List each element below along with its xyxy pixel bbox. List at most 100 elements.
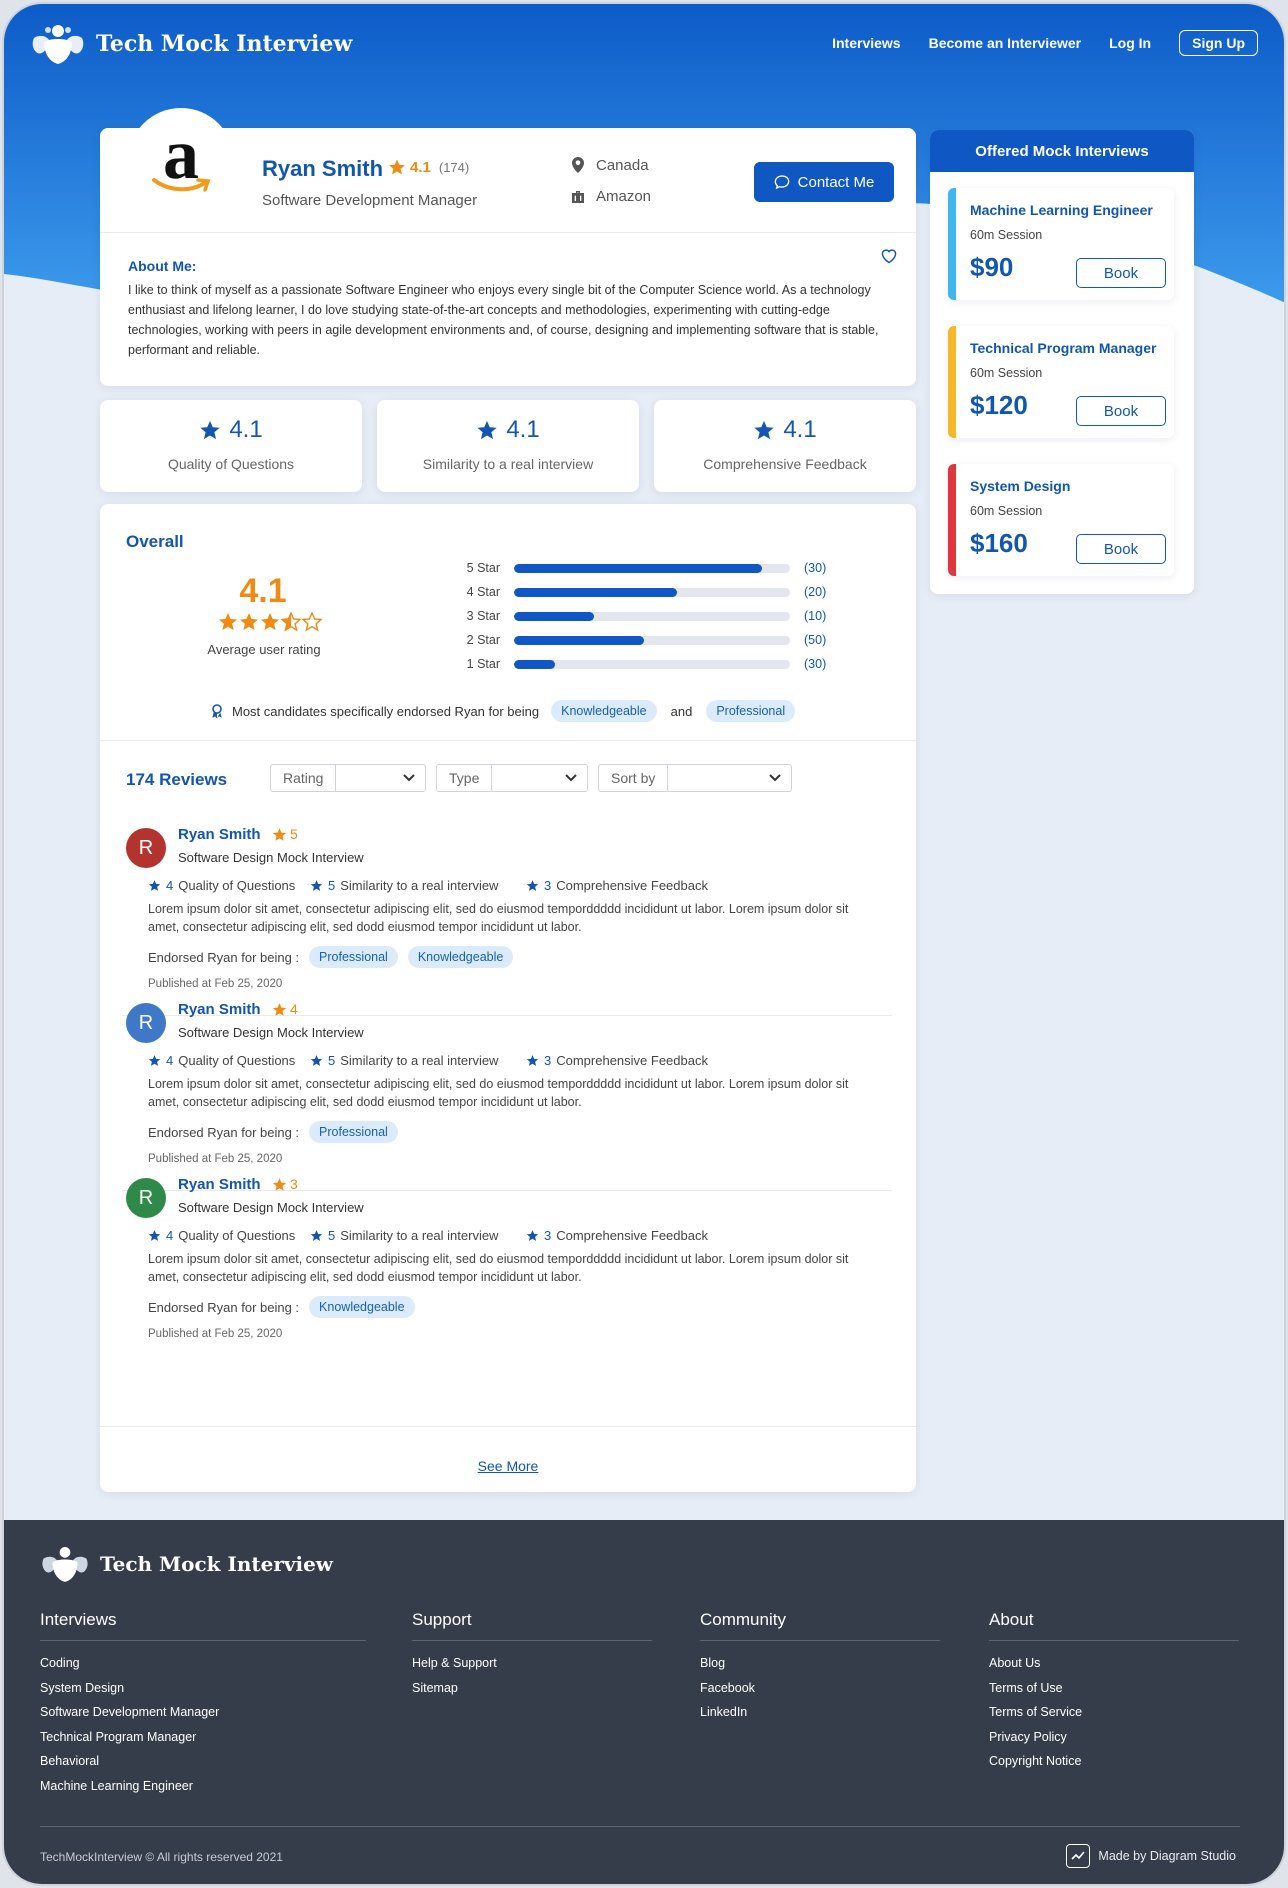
book-button[interactable]: Book <box>1076 258 1166 288</box>
nav-login[interactable]: Log In <box>1109 35 1152 51</box>
review-interview-type: Software Design Mock Interview <box>178 1200 364 1215</box>
footer-link[interactable]: Copyright Notice <box>989 1754 1082 1768</box>
offer-title[interactable]: Machine Learning Engineer <box>970 202 1153 218</box>
rating-bar-track <box>514 659 790 669</box>
review-score-value: 5 <box>328 1228 336 1243</box>
review-date: Published at Feb 25, 2020 <box>148 978 283 990</box>
endorsement-tag: Professional <box>309 1121 398 1143</box>
tag-knowledgeable: Knowledgeable <box>551 700 657 722</box>
book-button[interactable]: Book <box>1076 396 1166 426</box>
offer-card: Technical Program Manager 60m Session $120… <box>948 326 1174 438</box>
star-icon <box>272 827 287 841</box>
star-icon <box>389 159 405 175</box>
review-endorse-label: Endorsed Ryan for being : <box>148 1124 300 1140</box>
footer-link[interactable]: Technical Program Manager <box>40 1729 197 1744</box>
review-score: 5 Similarity to a real interview <box>310 1228 498 1243</box>
offer-price: $160 <box>970 528 1028 558</box>
review-endorsement: Endorsed Ryan for being : Professional <box>148 1121 398 1143</box>
footer-link[interactable]: Software Development Manager <box>40 1705 220 1719</box>
footer-link[interactable]: Blog <box>700 1656 726 1670</box>
rating-bar-row: 4 Star (20) <box>456 580 827 604</box>
review-rating: 5 <box>272 826 298 842</box>
footer-link[interactable]: Help & Support <box>412 1656 497 1670</box>
score-value-row: 4.1 <box>377 416 639 444</box>
profile-company-text: Amazon <box>596 188 652 205</box>
star-icon <box>272 1177 287 1191</box>
nav-interviews[interactable]: Interviews <box>832 35 901 51</box>
endorsement-and: and <box>670 703 693 719</box>
rating-bar-row: 2 Star (50) <box>456 628 827 652</box>
star-icon <box>148 1230 161 1241</box>
review-item: R Ryan Smith 4 Software Design Mock Intervi… <box>100 991 916 1201</box>
top-navigation: Tech Mock Interview Interviews Become an… <box>4 4 1284 88</box>
chevron-down-icon <box>403 774 415 782</box>
footer-link[interactable]: Coding <box>40 1656 80 1670</box>
signup-button[interactable]: Sign Up <box>1179 30 1258 56</box>
made-by[interactable]: Made by Diagram Studio <box>1066 1844 1236 1868</box>
reviewer-name[interactable]: Ryan Smith <box>178 1001 261 1018</box>
overall-heading: Overall <box>126 532 184 551</box>
nav-become-interviewer[interactable]: Become an Interviewer <box>928 35 1082 51</box>
rating-bar-fill <box>514 611 595 621</box>
review-score-label: Comprehensive Feedback <box>556 878 708 893</box>
filter-rating[interactable]: Rating <box>270 764 426 792</box>
reviewer-name[interactable]: Ryan Smith <box>178 826 261 843</box>
profile-rating-count: (174) <box>438 159 470 175</box>
review-score: 3 Comprehensive Feedback <box>526 1228 708 1243</box>
rating-bar-fill <box>514 659 556 669</box>
profile-company: Amazon <box>570 188 651 205</box>
review-rating-value: 5 <box>290 826 298 842</box>
filter-sort[interactable]: Sort by <box>598 764 792 792</box>
filter-label: Type <box>437 765 493 791</box>
footer-link[interactable]: Sitemap <box>412 1680 458 1695</box>
review-score-value: 4 <box>166 878 174 893</box>
review-score-label: Similarity to a real interview <box>340 1228 499 1243</box>
review-score-label: Similarity to a real interview <box>340 1053 499 1068</box>
profile-rating: 4.1 (174) <box>388 158 469 176</box>
heart-icon[interactable] <box>880 248 898 264</box>
footer-link[interactable]: Terms of Service <box>989 1705 1083 1719</box>
footer-column-heading: Community <box>700 1610 940 1641</box>
review-interview-type: Software Design Mock Interview <box>178 1025 364 1040</box>
rating-bar-fill <box>514 635 644 645</box>
badge-icon <box>212 704 222 719</box>
offer-session: 60m Session <box>970 504 1043 518</box>
offer-title[interactable]: System Design <box>970 478 1071 494</box>
filter-type[interactable]: Type <box>436 764 588 792</box>
rating-bar-label: 1 Star <box>466 657 500 671</box>
contact-me-button[interactable]: Contact Me <box>754 162 894 202</box>
book-button[interactable]: Book <box>1076 534 1166 564</box>
offer-session: 60m Session <box>970 228 1043 242</box>
review-score: 4 Quality of Questions <box>148 1053 295 1068</box>
footer-link[interactable]: System Design <box>40 1680 125 1695</box>
review-score: 3 Comprehensive Feedback <box>526 878 708 893</box>
location-pin-icon <box>572 157 584 173</box>
footer-link[interactable]: LinkedIn <box>700 1705 748 1719</box>
footer-link[interactable]: Terms of Use <box>989 1680 1063 1695</box>
footer-logo[interactable]: Tech Mock Interview <box>40 1544 333 1584</box>
footer-link[interactable]: Facebook <box>700 1680 755 1695</box>
footer-link[interactable]: About Us <box>989 1656 1041 1670</box>
review-score-label: Quality of Questions <box>178 1228 296 1243</box>
chat-icon <box>774 175 789 190</box>
rating-bar-count: (30) <box>804 657 827 671</box>
company-logo: a <box>128 108 234 214</box>
review-text: Lorem ipsum dolor sit amet, consectetur … <box>148 1077 849 1109</box>
overall-value: 4.1 <box>239 572 287 610</box>
offer-title[interactable]: Technical Program Manager <box>970 340 1157 356</box>
star-icon <box>310 880 323 891</box>
about-text: I like to think of myself as a passionat… <box>128 283 879 357</box>
footer-link[interactable]: Machine Learning Engineer <box>40 1778 193 1793</box>
score-value: 4.1 <box>783 416 817 443</box>
reviewer-name[interactable]: Ryan Smith <box>178 1176 261 1193</box>
footer-link[interactable]: Behavioral <box>40 1754 100 1768</box>
rating-bar-track <box>514 587 790 597</box>
see-more-link[interactable]: See More <box>477 1458 539 1474</box>
profile-title: Software Development Manager <box>262 192 478 209</box>
review-score-value: 4 <box>166 1228 174 1243</box>
footer-link[interactable]: Privacy Policy <box>989 1729 1067 1744</box>
logo-mark-icon <box>32 25 84 64</box>
brand-logo[interactable]: Tech Mock Interview <box>30 22 352 66</box>
score-label: Comprehensive Feedback <box>703 456 867 472</box>
copyright: TechMockInterview © All rights reserved … <box>40 1850 283 1864</box>
